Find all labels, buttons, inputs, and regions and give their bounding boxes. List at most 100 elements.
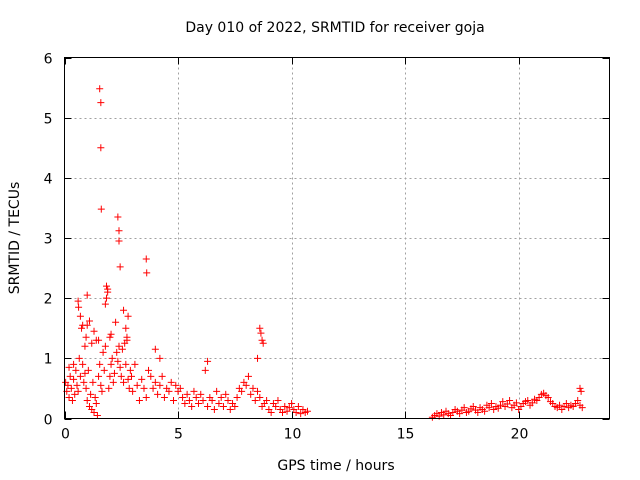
data-point — [254, 354, 262, 362]
data-point — [115, 342, 123, 350]
data-point — [90, 408, 98, 416]
data-point — [485, 404, 493, 412]
data-point — [97, 205, 105, 213]
y-tick-label: 3 — [44, 232, 53, 248]
data-point — [274, 396, 282, 404]
data-point — [213, 387, 221, 395]
y-tick-label: 4 — [44, 172, 53, 188]
data-point — [81, 369, 89, 377]
data-point — [199, 396, 207, 404]
data-point — [474, 408, 482, 416]
data-point — [208, 396, 216, 404]
data-point — [197, 390, 205, 398]
data-point — [256, 324, 264, 332]
data-point — [172, 381, 180, 389]
data-point — [84, 366, 92, 374]
data-point — [194, 399, 202, 407]
data-point — [74, 387, 82, 395]
data-point — [140, 384, 148, 392]
data-point — [127, 372, 135, 380]
data-point — [103, 294, 111, 302]
data-point — [101, 300, 109, 308]
data-point — [118, 345, 126, 353]
data-point — [297, 410, 305, 418]
data-point — [576, 384, 584, 392]
data-point — [259, 339, 267, 347]
data-point — [142, 393, 150, 401]
data-point — [238, 387, 246, 395]
y-tick-label: 5 — [44, 112, 53, 128]
data-point — [116, 263, 124, 271]
data-point — [192, 393, 200, 401]
data-point — [506, 396, 514, 404]
data-point — [104, 285, 112, 293]
data-point — [91, 393, 99, 401]
data-point — [497, 401, 504, 409]
data-point — [233, 393, 241, 401]
data-point — [97, 381, 105, 389]
data-point — [78, 324, 86, 332]
data-point — [242, 381, 250, 389]
data-point — [105, 384, 113, 392]
y-axis-label: SRMTID / TECUs — [7, 182, 23, 295]
data-point — [247, 390, 255, 398]
data-point — [165, 387, 173, 395]
data-point — [115, 227, 123, 235]
data-point — [83, 396, 91, 404]
data-point — [131, 360, 139, 368]
grid — [64, 57, 610, 419]
data-point — [142, 255, 150, 263]
data-point — [188, 402, 196, 410]
data-point — [81, 342, 89, 350]
data-point — [440, 411, 448, 419]
data-point — [82, 333, 90, 341]
data-point — [124, 375, 132, 383]
data-point — [106, 372, 114, 380]
data-point — [224, 396, 232, 404]
data-point — [95, 372, 103, 380]
data-point — [499, 398, 507, 406]
data-point — [97, 99, 105, 107]
data-point — [89, 378, 97, 386]
data-point — [512, 399, 520, 407]
data-point — [117, 372, 125, 380]
data-point — [258, 336, 266, 344]
data-point — [114, 213, 122, 221]
data-point — [75, 303, 83, 311]
data-point — [285, 404, 293, 412]
data-point — [303, 407, 311, 415]
data-point — [556, 401, 564, 409]
data-point — [460, 404, 468, 412]
data-point — [469, 402, 477, 410]
data-point — [70, 375, 78, 383]
data-point — [110, 369, 118, 377]
data-point — [114, 357, 122, 365]
x-tick-label: 10 — [284, 427, 302, 443]
data-point — [190, 387, 198, 395]
data-point — [158, 372, 166, 380]
data-point — [231, 402, 239, 410]
data-point — [129, 387, 137, 395]
data-point — [101, 342, 109, 350]
data-point — [226, 405, 234, 413]
data-point — [288, 399, 296, 407]
x-tick-label: 20 — [511, 427, 529, 443]
data-point — [76, 312, 84, 320]
data-point — [103, 282, 111, 290]
data-point — [577, 387, 585, 395]
x-tick-label: 0 — [61, 427, 70, 443]
data-point — [156, 354, 164, 362]
data-point — [156, 381, 164, 389]
data-point — [151, 378, 159, 386]
data-point — [112, 318, 120, 326]
data-point — [267, 408, 275, 416]
data-point — [122, 360, 130, 368]
data-point — [179, 393, 187, 401]
data-point — [80, 378, 88, 386]
data-point — [92, 399, 100, 407]
data-point — [98, 387, 106, 395]
data-point — [113, 348, 121, 356]
data-point — [210, 405, 218, 413]
data-point — [135, 396, 143, 404]
